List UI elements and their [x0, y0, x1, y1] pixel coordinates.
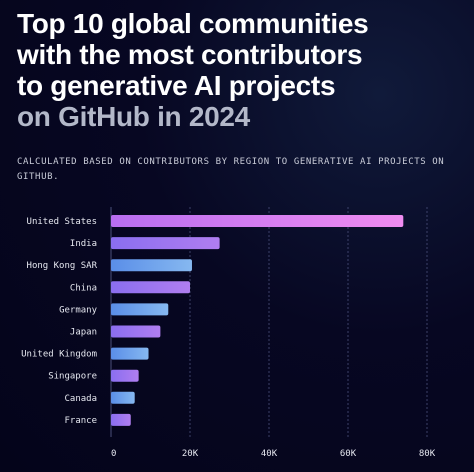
bar	[111, 303, 169, 316]
category-labels: United States India Hong Kong SAR China Germ…	[21, 217, 97, 426]
category-label: China	[70, 283, 97, 293]
title-line-3: to generative AI projects	[17, 70, 336, 101]
title-line-4: on GitHub in 2024	[17, 101, 250, 132]
bar	[111, 391, 135, 404]
category-label: Canada	[64, 394, 97, 404]
category-label: Japan	[70, 328, 97, 338]
x-tick-label: 20K	[182, 449, 199, 459]
title-line-2: with the most contributors	[17, 39, 363, 70]
x-tick-label: 60K	[340, 449, 357, 459]
title-line-1: Top 10 global communities	[17, 8, 369, 39]
x-tick-label: 80K	[419, 449, 436, 459]
bar	[111, 281, 190, 294]
category-label: United States	[27, 217, 97, 227]
bar	[111, 369, 139, 382]
bar	[111, 259, 192, 272]
chart-subtitle: CALCULATED BASED ON CONTRIBUTORS BY REGI…	[17, 157, 445, 182]
category-label: Singapore	[48, 372, 97, 382]
category-label: India	[70, 239, 97, 249]
chart-title: Top 10 global communities with the most …	[17, 8, 462, 132]
category-label: Hong Kong SAR	[27, 261, 98, 271]
category-label: Germany	[59, 305, 98, 315]
category-label: United Kingdom	[21, 350, 97, 360]
x-axis-ticks: 0 20K 40K 60K 80K	[111, 449, 436, 459]
x-tick-label: 0	[111, 449, 116, 459]
category-label: France	[64, 416, 97, 426]
bars	[111, 215, 404, 426]
bar	[111, 325, 161, 338]
x-tick-label: 40K	[261, 449, 278, 459]
bar	[111, 237, 220, 250]
bar	[111, 215, 404, 227]
bar	[111, 347, 149, 360]
bar	[111, 413, 131, 426]
